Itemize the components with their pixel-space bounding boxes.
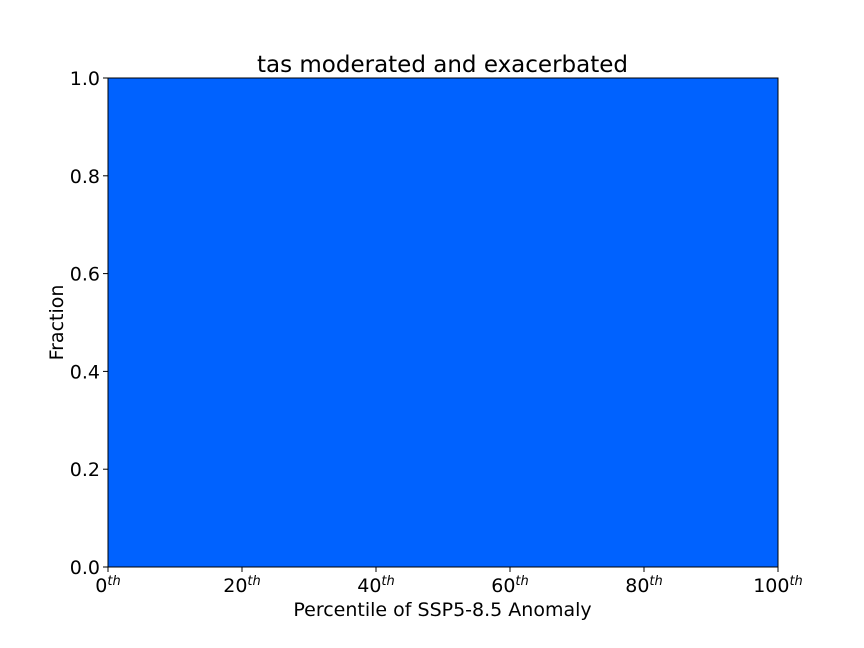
x-tick-label: 0th [95,574,120,597]
x-axis: 0th 20th 40th 60th 80th 100th [95,567,803,597]
x-tick-label: 40th [357,574,395,597]
y-tick-label: 0.4 [70,361,100,383]
x-axis-label: Percentile of SSP5-8.5 Anomaly [293,599,591,621]
x-tick-label: 80th [625,574,663,597]
x-tick-label: 60th [491,574,529,597]
y-axis: 0.0 0.2 0.4 0.6 0.8 1.0 [70,68,108,579]
y-tick-label: 0.6 [70,264,100,286]
plot-frame [107,77,779,568]
area-series-0 [108,78,778,567]
chart-title: tas moderated and exacerbated [257,52,628,78]
y-tick-label: 0.2 [70,459,100,481]
plot-area [108,78,778,567]
y-axis-label: Fraction [46,285,68,361]
y-tick-label: 1.0 [70,68,100,90]
y-tick-label: 0.8 [70,166,100,188]
x-tick-label: 100th [753,574,803,597]
y-tick-label: 0.0 [70,557,100,579]
x-tick-label: 20th [223,574,261,597]
